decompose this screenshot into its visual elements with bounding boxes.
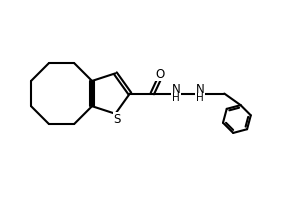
Text: H: H [196,93,204,103]
Text: O: O [155,68,164,81]
Text: H: H [172,93,180,103]
Text: N: N [172,83,181,96]
Text: S: S [113,113,121,126]
Text: N: N [196,83,204,96]
